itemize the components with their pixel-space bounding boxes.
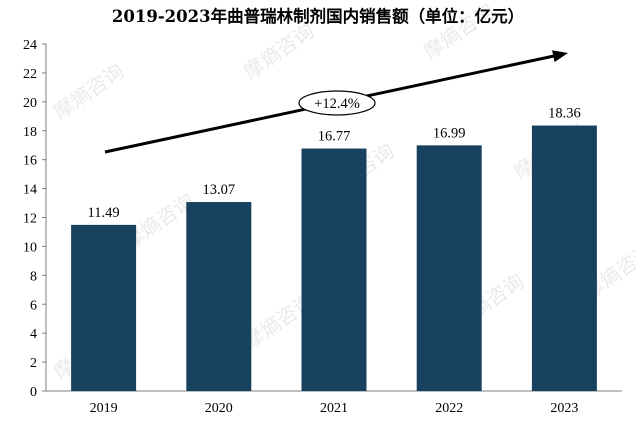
y-tick-label: 6 bbox=[30, 298, 37, 313]
x-tick-label: 2022 bbox=[435, 401, 463, 416]
chart-title: 2019-2023年曲普瑞林制剂国内销售额（单位：亿元） bbox=[112, 6, 524, 26]
value-label: 11.49 bbox=[88, 205, 120, 221]
value-label: 16.99 bbox=[433, 125, 466, 141]
x-tick-label: 2020 bbox=[205, 401, 233, 416]
y-tick-label: 14 bbox=[23, 183, 37, 198]
y-tick-label: 12 bbox=[23, 212, 37, 227]
bar-2022 bbox=[416, 145, 482, 391]
y-tick-label: 4 bbox=[30, 327, 37, 342]
bar-series bbox=[71, 125, 597, 392]
x-axis-labels: 2019 2020 2021 2022 2023 bbox=[90, 401, 579, 416]
bar-2019 bbox=[71, 224, 137, 391]
growth-rate-label: +12.4% bbox=[314, 96, 360, 112]
y-tick-label: 8 bbox=[30, 269, 37, 284]
value-label: 18.36 bbox=[548, 106, 581, 122]
value-labels: 11.49 13.07 16.77 16.99 18.36 bbox=[88, 106, 581, 221]
y-tick-label: 16 bbox=[23, 154, 37, 169]
y-tick-label: 24 bbox=[23, 38, 37, 53]
value-label: 16.77 bbox=[318, 129, 351, 145]
y-tick-label: 22 bbox=[23, 67, 37, 82]
value-label: 13.07 bbox=[202, 182, 235, 198]
growth-rate-oval bbox=[298, 90, 376, 116]
x-tick-label: 2023 bbox=[550, 401, 578, 416]
trend-arrow-head bbox=[552, 50, 568, 63]
y-tick-label: 10 bbox=[23, 240, 37, 255]
y-tick-label: 18 bbox=[23, 125, 37, 140]
bar-2021 bbox=[301, 148, 367, 391]
y-tick-label: 0 bbox=[30, 385, 37, 400]
x-tick-label: 2019 bbox=[90, 401, 118, 416]
trend-arrow: +12.4% bbox=[104, 50, 568, 154]
y-tick-label: 20 bbox=[23, 96, 37, 111]
bar-2023 bbox=[531, 125, 597, 392]
watermark-text: 摩熵咨询 bbox=[239, 19, 318, 85]
y-tick-label: 2 bbox=[30, 356, 37, 371]
x-tick-label: 2021 bbox=[320, 401, 348, 416]
bar-2020 bbox=[186, 202, 252, 391]
watermark-text: 摩熵咨询 bbox=[49, 59, 128, 125]
